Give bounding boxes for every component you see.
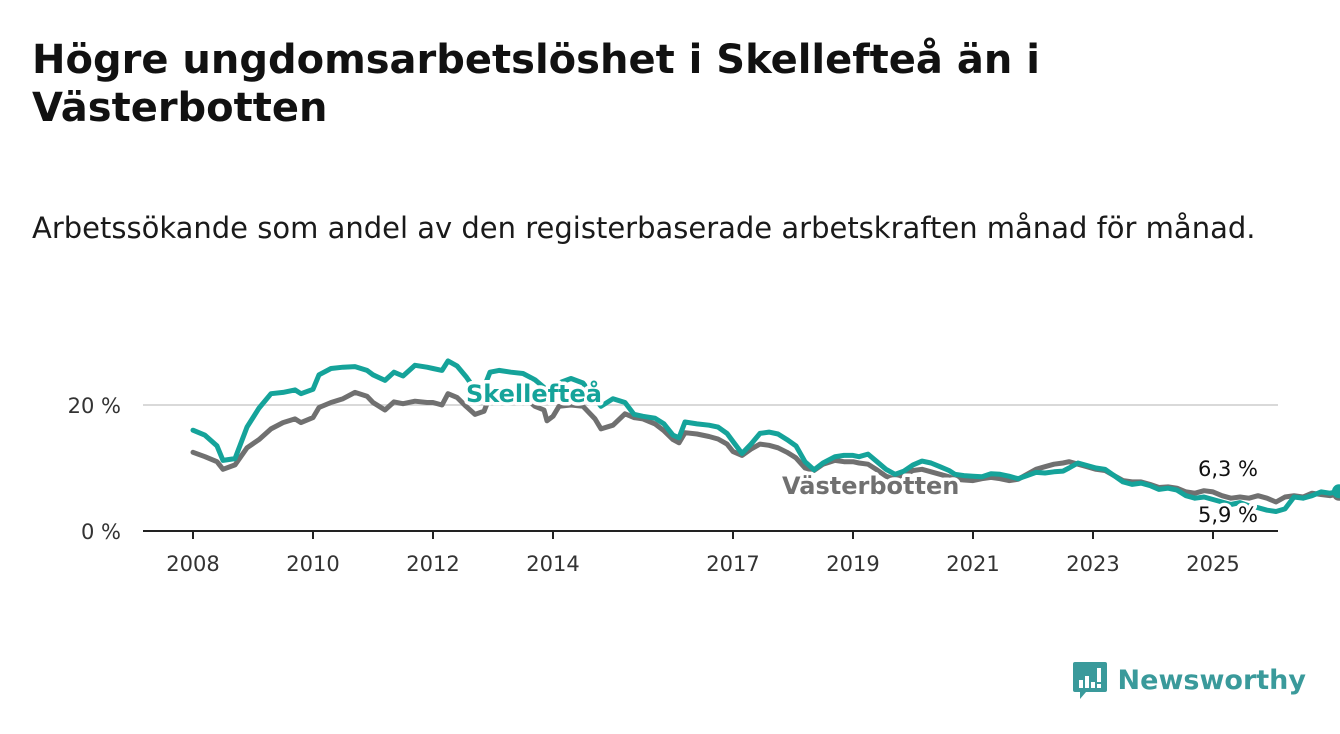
chart-title: Högre ungdomsarbetslöshet i Skellefteå ä… — [32, 37, 1040, 131]
y-tick-label: 0 % — [81, 520, 121, 544]
chart-subtitle: Arbetssökande som andel av den registerb… — [32, 211, 1256, 245]
series-label-skelleftea: Skellefteå — [466, 379, 602, 408]
series-lines — [190, 358, 1340, 514]
series-line-v-sterbotten — [190, 389, 1340, 505]
newsworthy-brand: Newsworthy — [1072, 660, 1306, 700]
series-label-skelleftea-halo: Skellefteå — [466, 379, 602, 408]
y-tick-label: 20 % — [68, 394, 121, 418]
end-value-label-vasterbotten-halo: 5,9 % — [1198, 503, 1258, 527]
x-tick-label: 2023 — [1066, 552, 1119, 576]
series-line-skellefte- — [190, 358, 1340, 514]
series-end-point-skellefte- — [1332, 484, 1340, 499]
y-axis-ticks: 0 % 20 % — [68, 394, 121, 544]
end-value-label-skelleftea: 6,3 % — [1198, 457, 1258, 481]
newsworthy-logo-icon — [1072, 662, 1107, 699]
series-label-vasterbotten-halo: Västerbotten — [782, 472, 959, 500]
x-tick-label: 2010 — [286, 552, 339, 576]
x-tick-label: 2008 — [166, 552, 219, 576]
x-tick-label: 2014 — [526, 552, 579, 576]
end-value-label-vasterbotten: 5,9 % — [1198, 503, 1258, 527]
x-tick-label: 2017 — [706, 552, 759, 576]
x-axis-ticks: 2008 2010 2012 2014 2017 2019 2021 2023 2025 — [166, 531, 1240, 576]
x-tick-label: 2025 — [1186, 552, 1239, 576]
x-tick-label: 2021 — [946, 552, 999, 576]
series-labels: SkellefteåSkellefteåVästerbottenVästerbo… — [463, 376, 1262, 531]
brand-name: Newsworthy — [1117, 664, 1306, 696]
series-label-vasterbotten: Västerbotten — [782, 472, 959, 500]
x-tick-label: 2019 — [826, 552, 879, 576]
end-value-label-skelleftea-halo: 6,3 % — [1198, 457, 1258, 481]
x-tick-label: 2012 — [406, 552, 459, 576]
